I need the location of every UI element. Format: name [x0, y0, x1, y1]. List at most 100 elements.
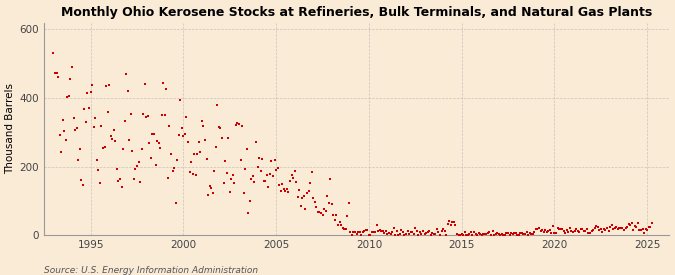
- Point: [563, 230, 574, 234]
- Point: [279, 187, 290, 191]
- Point: [297, 196, 308, 200]
- Point: [335, 223, 346, 227]
- Point: [67, 65, 78, 70]
- Point: [363, 233, 374, 238]
- Point: [498, 232, 509, 237]
- Point: [198, 123, 209, 128]
- Point: [344, 201, 354, 206]
- Point: [165, 152, 176, 156]
- Point: [95, 180, 105, 185]
- Point: [285, 178, 296, 183]
- Point: [175, 98, 186, 103]
- Point: [487, 229, 498, 233]
- Point: [531, 227, 541, 232]
- Point: [303, 189, 314, 194]
- Point: [192, 152, 202, 156]
- Point: [319, 207, 329, 211]
- Point: [527, 232, 538, 236]
- Point: [346, 233, 357, 237]
- Point: [416, 232, 427, 236]
- Point: [169, 166, 180, 170]
- Point: [63, 93, 74, 98]
- Point: [600, 228, 611, 232]
- Point: [74, 147, 85, 151]
- Point: [200, 138, 211, 143]
- Point: [201, 156, 212, 161]
- Point: [532, 227, 543, 232]
- Point: [238, 191, 249, 195]
- Point: [65, 77, 76, 81]
- Point: [180, 132, 190, 136]
- Point: [327, 201, 338, 206]
- Point: [551, 231, 562, 236]
- Point: [493, 231, 504, 236]
- Point: [124, 138, 134, 142]
- Point: [148, 132, 159, 136]
- Point: [461, 233, 472, 238]
- Point: [104, 83, 115, 87]
- Point: [195, 150, 206, 154]
- Point: [557, 227, 568, 231]
- Point: [317, 212, 328, 217]
- Point: [357, 230, 368, 234]
- Point: [99, 145, 110, 150]
- Point: [394, 231, 405, 236]
- Point: [595, 227, 606, 231]
- Point: [127, 148, 138, 153]
- Point: [383, 231, 394, 235]
- Point: [105, 134, 116, 138]
- Point: [424, 229, 435, 233]
- Point: [418, 229, 429, 233]
- Point: [170, 201, 181, 205]
- Point: [209, 169, 219, 173]
- Point: [368, 229, 379, 234]
- Point: [520, 232, 531, 236]
- Point: [56, 150, 67, 154]
- Point: [577, 227, 588, 232]
- Point: [460, 230, 470, 234]
- Point: [109, 128, 119, 132]
- Point: [130, 166, 141, 171]
- Point: [452, 232, 462, 236]
- Point: [506, 230, 516, 235]
- Point: [323, 201, 334, 205]
- Point: [632, 220, 643, 225]
- Point: [205, 184, 215, 188]
- Point: [122, 89, 133, 93]
- Point: [227, 173, 238, 177]
- Point: [629, 224, 640, 228]
- Point: [389, 233, 400, 238]
- Point: [400, 232, 411, 236]
- Point: [311, 205, 322, 209]
- Point: [281, 186, 292, 191]
- Point: [640, 227, 651, 231]
- Point: [272, 166, 283, 170]
- Point: [91, 158, 102, 162]
- Point: [583, 231, 594, 235]
- Point: [189, 152, 200, 156]
- Point: [606, 222, 617, 227]
- Point: [159, 113, 170, 117]
- Point: [84, 105, 95, 110]
- Point: [481, 232, 492, 236]
- Point: [141, 115, 152, 120]
- Point: [626, 220, 637, 225]
- Point: [586, 229, 597, 233]
- Point: [57, 118, 68, 123]
- Point: [462, 232, 473, 237]
- Point: [256, 157, 267, 162]
- Point: [639, 231, 649, 235]
- Point: [447, 220, 458, 225]
- Point: [360, 228, 371, 233]
- Point: [636, 228, 647, 232]
- Point: [404, 232, 414, 236]
- Point: [212, 103, 223, 107]
- Point: [73, 158, 84, 162]
- Point: [597, 229, 608, 234]
- Point: [153, 141, 164, 145]
- Point: [261, 173, 272, 177]
- Point: [521, 230, 532, 234]
- Point: [377, 229, 388, 233]
- Point: [102, 110, 113, 114]
- Point: [554, 226, 564, 231]
